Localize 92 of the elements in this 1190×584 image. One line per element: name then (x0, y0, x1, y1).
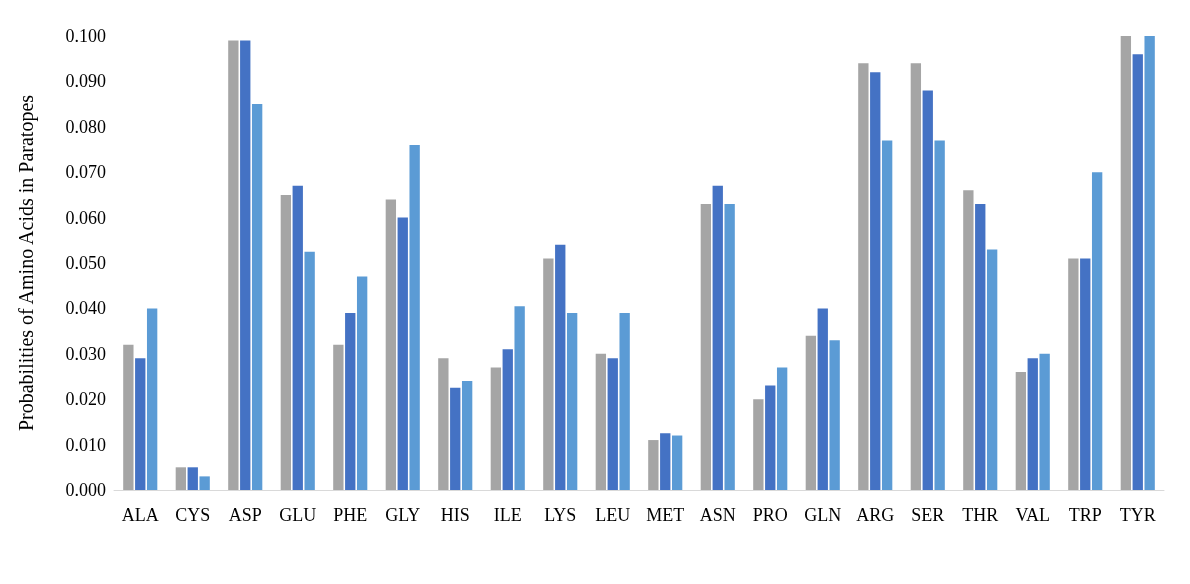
y-tick-label: 0.070 (65, 162, 106, 183)
x-tick-label: GLY (385, 505, 421, 525)
bar (280, 194, 292, 490)
bar (228, 40, 239, 490)
bar (1080, 258, 1091, 490)
bar (438, 358, 449, 490)
bar (963, 190, 974, 490)
bar (409, 144, 420, 490)
bar (502, 349, 513, 490)
x-tick-label: HIS (440, 505, 470, 525)
bar (1120, 36, 1132, 490)
bar (858, 63, 869, 490)
bar (146, 308, 158, 490)
bar (304, 251, 315, 490)
y-tick-label: 0.090 (65, 71, 106, 92)
x-tick-label: TRP (1068, 505, 1102, 525)
bar (671, 435, 683, 490)
bar (356, 276, 368, 490)
x-tick-label: LYS (544, 505, 577, 525)
bar (829, 340, 840, 490)
bar (123, 344, 134, 490)
y-tick-label: 0.100 (65, 26, 106, 46)
bar (333, 344, 344, 490)
bar (251, 104, 263, 490)
bar (1039, 353, 1050, 490)
bar (724, 203, 735, 490)
bar (660, 433, 671, 490)
bar (1027, 358, 1038, 490)
bar (397, 217, 408, 490)
x-tick-label: ARG (856, 505, 895, 525)
y-tick-label: 0.040 (65, 298, 106, 319)
x-tick-label: LEU (595, 505, 631, 525)
bar (555, 244, 566, 490)
x-tick-label: TYR (1119, 505, 1156, 525)
y-tick-label: 0.010 (65, 434, 106, 455)
bar (870, 72, 881, 490)
bar (199, 476, 210, 490)
x-tick-label: THR (962, 505, 999, 525)
x-tick-label: VAL (1015, 505, 1051, 525)
x-tick-label: SER (911, 505, 945, 525)
x-tick-label: ILE (493, 505, 522, 525)
bar (648, 440, 659, 490)
bar (490, 367, 502, 490)
bar (240, 40, 251, 490)
bar (881, 140, 893, 490)
x-tick-label: GLN (804, 505, 842, 525)
bar (1144, 36, 1155, 490)
bar (753, 399, 764, 490)
x-tick-label: GLU (279, 505, 317, 525)
bar (543, 258, 554, 490)
bar (817, 308, 828, 490)
bar (619, 312, 630, 490)
bar (385, 199, 397, 490)
bar (765, 385, 776, 490)
bar (1132, 54, 1143, 490)
bar (566, 312, 578, 490)
x-tick-label: ASN (699, 505, 736, 525)
bar (595, 353, 607, 490)
bar (910, 63, 922, 490)
bar (135, 358, 146, 490)
x-tick-label: MET (646, 505, 685, 525)
bar (986, 249, 998, 490)
bar (1068, 258, 1079, 490)
bar (805, 335, 817, 490)
bar (922, 90, 933, 490)
bar (187, 467, 198, 490)
bar (1091, 172, 1103, 490)
y-tick-label: 0.080 (65, 116, 106, 137)
x-tick-label: CYS (175, 505, 211, 525)
bar (345, 312, 356, 490)
y-tick-label: 0.000 (65, 480, 106, 500)
x-tick-label: PRO (752, 505, 788, 525)
bar (292, 185, 303, 490)
bar (1015, 371, 1027, 490)
bar (175, 467, 187, 490)
bar (607, 358, 618, 490)
bar (450, 387, 461, 490)
bar (700, 203, 712, 490)
y-tick-label: 0.020 (65, 389, 106, 410)
bar (461, 381, 473, 490)
bar (712, 185, 723, 490)
bar (776, 367, 788, 490)
x-tick-label: ASP (228, 505, 262, 525)
y-tick-label: 0.050 (65, 253, 106, 273)
y-tick-label: 0.060 (65, 207, 106, 228)
y-tick-label: 0.030 (65, 343, 106, 364)
bar (934, 140, 945, 490)
x-tick-label: PHE (333, 505, 368, 525)
bar (514, 306, 525, 490)
x-tick-label: ALA (121, 505, 159, 525)
y-axis-title: Probabilities of Amino Acids in Paratopes (15, 94, 38, 432)
bar (975, 203, 986, 490)
